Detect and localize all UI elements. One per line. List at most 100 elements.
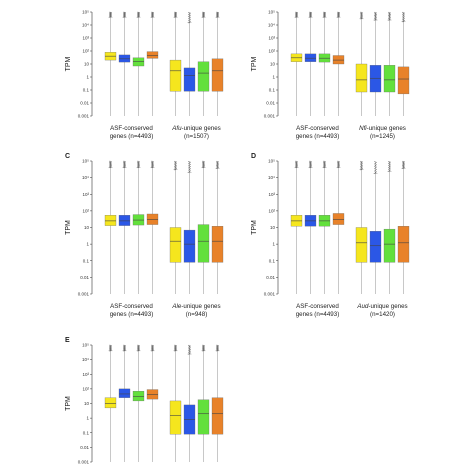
outlier-point bbox=[188, 11, 190, 14]
box-blue bbox=[183, 67, 196, 92]
outlier-point bbox=[323, 160, 325, 162]
outlier-point bbox=[403, 161, 405, 163]
outlier-point bbox=[403, 165, 405, 167]
outlier-point bbox=[389, 161, 391, 163]
box-orange bbox=[211, 397, 224, 435]
y-tick-label: 0.01 bbox=[80, 445, 89, 450]
box-yellow bbox=[355, 63, 368, 93]
outlier-point bbox=[203, 348, 205, 350]
y-tick-label: 10⁵ bbox=[268, 10, 275, 15]
outlier-point bbox=[138, 345, 140, 347]
outlier-point bbox=[389, 169, 391, 171]
outlier-point bbox=[189, 350, 191, 352]
y-tick-label: 10³ bbox=[82, 372, 89, 377]
outlier-point bbox=[152, 162, 154, 164]
outlier-point bbox=[389, 163, 391, 165]
outlier-point bbox=[138, 163, 140, 165]
box-blue bbox=[183, 229, 196, 263]
outlier-point bbox=[361, 14, 363, 16]
y-axis-label: TPM bbox=[65, 56, 72, 71]
outlier-point bbox=[309, 160, 311, 162]
outlier-point bbox=[175, 161, 177, 163]
outlier-point bbox=[189, 18, 191, 20]
outlier-point bbox=[375, 18, 377, 20]
outlier-point bbox=[189, 352, 191, 354]
box-green bbox=[132, 390, 145, 402]
outlier-point bbox=[296, 163, 298, 165]
outlier-point bbox=[189, 348, 191, 351]
outlier-point bbox=[110, 347, 112, 349]
y-tick-label: 10³ bbox=[268, 192, 275, 197]
outlier-point bbox=[296, 164, 298, 167]
outlier-point bbox=[374, 11, 376, 13]
y-tick-label: 0.001 bbox=[264, 114, 276, 119]
outlier-point bbox=[389, 16, 391, 19]
box-orange bbox=[397, 226, 410, 263]
outlier-point bbox=[189, 163, 191, 165]
panel-letter: C bbox=[65, 153, 70, 160]
outlier-point bbox=[138, 12, 140, 14]
outlier-point bbox=[109, 160, 111, 162]
outlier-point bbox=[124, 348, 126, 350]
outlier-point bbox=[137, 160, 139, 162]
outlier-point bbox=[175, 168, 177, 170]
outlier-point bbox=[110, 164, 112, 167]
outlier-point bbox=[402, 11, 404, 14]
outlier-point bbox=[296, 166, 298, 168]
y-tick-label: 10² bbox=[268, 208, 275, 213]
outlier-point bbox=[110, 161, 112, 163]
outlier-point bbox=[109, 344, 111, 346]
outlier-point bbox=[360, 11, 362, 13]
outlier-point bbox=[216, 11, 218, 13]
y-tick-label: 10⁴ bbox=[268, 175, 275, 180]
y-tick-label: 1 bbox=[272, 242, 275, 247]
outlier-point bbox=[202, 160, 204, 162]
box-blue bbox=[369, 231, 382, 263]
outlier-point bbox=[337, 160, 339, 162]
box-green bbox=[383, 65, 396, 93]
outlier-point bbox=[138, 347, 140, 349]
outlier-point bbox=[403, 18, 405, 20]
outlier-point bbox=[188, 161, 190, 163]
outlier-point bbox=[189, 161, 191, 163]
outlier-point bbox=[324, 161, 326, 163]
outlier-point bbox=[124, 162, 126, 164]
outlier-point bbox=[374, 170, 376, 172]
group-label: genes (n=4493) bbox=[110, 133, 154, 140]
panel-letter: E bbox=[65, 337, 70, 344]
outlier-point bbox=[389, 12, 391, 14]
outlier-point bbox=[109, 11, 111, 13]
box-green bbox=[197, 224, 210, 263]
outlier-point bbox=[402, 160, 404, 162]
y-tick-label: 10⁴ bbox=[82, 175, 89, 180]
outlier-point bbox=[361, 17, 363, 19]
y-axis-label: TPM bbox=[65, 220, 72, 235]
outlier-point bbox=[375, 16, 377, 19]
outlier-point bbox=[203, 347, 205, 349]
outlier-point bbox=[124, 166, 126, 168]
box-yellow bbox=[355, 227, 368, 263]
y-tick-label: 10 bbox=[270, 62, 276, 67]
group-label: Ale-unique genes bbox=[171, 303, 220, 310]
outlier-point bbox=[374, 164, 377, 167]
y-tick-label: 10³ bbox=[82, 36, 89, 41]
y-tick-label: 0.1 bbox=[83, 430, 90, 435]
outlier-point bbox=[403, 16, 405, 18]
box-blue bbox=[304, 53, 317, 62]
outlier-point bbox=[217, 348, 219, 350]
y-tick-label: 10 bbox=[84, 401, 90, 406]
y-tick-label: 0.01 bbox=[80, 101, 89, 106]
outlier-point bbox=[375, 15, 377, 17]
outlier-point bbox=[217, 347, 219, 349]
outlier-point bbox=[110, 349, 112, 351]
outlier-point bbox=[110, 162, 112, 164]
outlier-point bbox=[203, 12, 205, 14]
y-tick-label: 10² bbox=[82, 386, 89, 391]
box-blue bbox=[118, 215, 131, 226]
group-label: (n=948) bbox=[186, 311, 208, 318]
outlier-point bbox=[110, 163, 112, 165]
outlier-point bbox=[361, 164, 363, 166]
box-green bbox=[383, 228, 396, 263]
group-label: ASF-conserved bbox=[296, 303, 339, 310]
outlier-point bbox=[324, 163, 326, 165]
